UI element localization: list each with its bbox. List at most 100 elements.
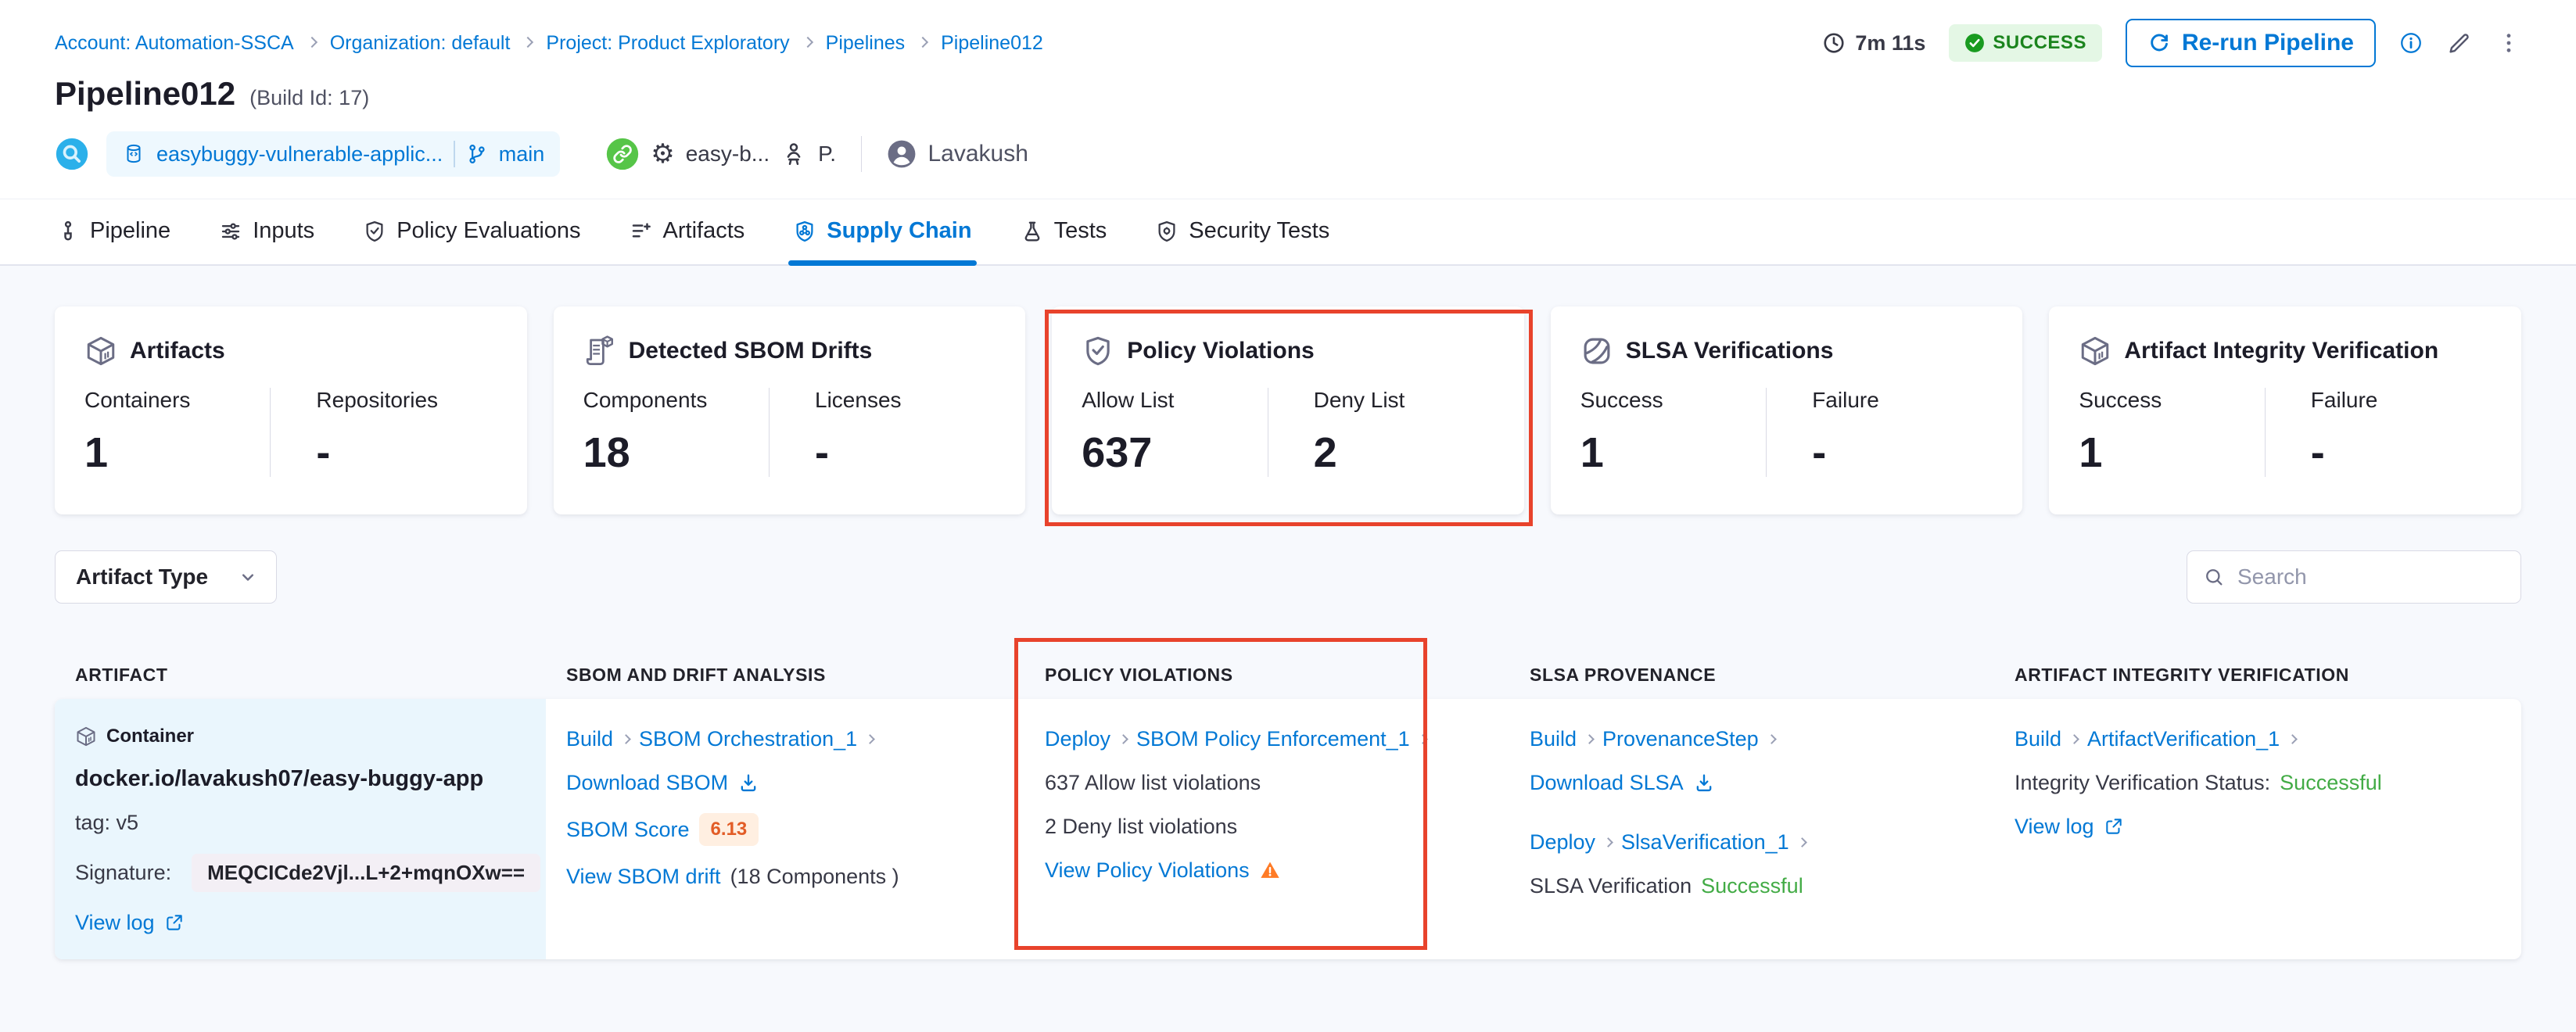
globe-icon bbox=[55, 137, 89, 171]
chevron-right-icon bbox=[1118, 733, 1128, 744]
stat-value: 1 bbox=[2079, 429, 2103, 476]
signature-value[interactable]: MEQCICde2Vjl...L+2+mqnOXw== bbox=[192, 854, 541, 892]
stage-link-build[interactable]: Build bbox=[1530, 726, 1577, 751]
view-policy-violations-link[interactable]: View Policy Violations bbox=[1045, 858, 1250, 882]
view-log-link[interactable]: View log bbox=[2015, 814, 2094, 838]
kebab-menu-icon bbox=[2496, 30, 2521, 56]
cube-icon bbox=[2079, 335, 2111, 367]
tab-tests[interactable]: Tests bbox=[1019, 199, 1109, 264]
tab-security-tests[interactable]: Security Tests bbox=[1153, 199, 1331, 264]
shield-gear-icon bbox=[1155, 220, 1179, 243]
slsa-icon bbox=[1580, 335, 1613, 367]
artifact-image-name: docker.io/lavakush07/easy-buggy-app bbox=[75, 766, 484, 791]
download-slsa-link[interactable]: Download SLSA bbox=[1530, 770, 1684, 794]
slsa-provenance-cell: Build ProvenanceStep Download SLSA Deplo… bbox=[1509, 699, 1994, 959]
breadcrumb-item-pipeline012[interactable]: Pipeline012 bbox=[941, 31, 1043, 54]
card-artifact-integrity: Artifact Integrity Verification Success … bbox=[2049, 306, 2521, 514]
stat-value: 1 bbox=[1580, 429, 1604, 476]
step-link-sbom-orchestration[interactable]: SBOM Orchestration_1 bbox=[639, 726, 858, 751]
table-row: Container docker.io/lavakush07/easy-bugg… bbox=[55, 699, 2521, 959]
refresh-icon bbox=[2147, 31, 2171, 55]
info-button[interactable] bbox=[2399, 31, 2423, 55]
sliders-icon bbox=[219, 220, 242, 243]
tab-inputs[interactable]: Inputs bbox=[217, 199, 316, 264]
repo-name[interactable]: easybuggy-vulnerable-applic... bbox=[156, 142, 443, 166]
stat-label: Deny List bbox=[1313, 388, 1405, 412]
breadcrumb-item-project[interactable]: Project: Product Exploratory bbox=[546, 31, 790, 54]
step-link-artifact-verification[interactable]: ArtifactVerification_1 bbox=[2087, 726, 2280, 751]
stage-link-deploy[interactable]: Deploy bbox=[1530, 830, 1596, 854]
repo-pill[interactable]: easybuggy-vulnerable-applic... main bbox=[106, 131, 561, 177]
breadcrumb-item-account[interactable]: Account: Automation-SSCA bbox=[55, 31, 294, 54]
signature-label: Signature: bbox=[75, 861, 172, 884]
artifact-cell: Container docker.io/lavakush07/easy-bugg… bbox=[55, 699, 546, 959]
stat-label: Repositories bbox=[316, 388, 439, 412]
card-title: Detected SBOM Drifts bbox=[628, 338, 873, 364]
summary-cards-row: Artifacts Containers 1 Repositories - De… bbox=[55, 306, 2521, 514]
stat-label: Licenses bbox=[815, 388, 902, 412]
view-log-link[interactable]: View log bbox=[75, 910, 155, 934]
breadcrumb-item-pipelines[interactable]: Pipelines bbox=[825, 31, 906, 54]
chevron-down-icon bbox=[237, 566, 259, 588]
chevron-right-icon bbox=[1603, 837, 1613, 847]
sbom-drift-icon bbox=[583, 335, 616, 367]
supply-chain-icon bbox=[793, 220, 816, 243]
run-duration: 7m 11s bbox=[1822, 31, 1925, 56]
execution-tabs: Pipeline Inputs Policy Evaluations Artif… bbox=[0, 199, 2576, 266]
breadcrumb-separator-icon bbox=[522, 36, 534, 48]
table-header: ARTIFACT SBOM AND DRIFT ANALYSIS POLICY … bbox=[55, 652, 2521, 697]
search-icon bbox=[2203, 566, 2225, 588]
filter-row: Artifact Type bbox=[55, 550, 2521, 604]
stage-link-build[interactable]: Build bbox=[2015, 726, 2062, 751]
artifact-type-dropdown[interactable]: Artifact Type bbox=[55, 550, 277, 604]
step-link-sbom-policy-enforcement[interactable]: SBOM Policy Enforcement_1 bbox=[1136, 726, 1410, 751]
stat-value: 2 bbox=[1313, 429, 1337, 476]
chevron-right-icon bbox=[2287, 733, 2298, 744]
chevron-right-icon bbox=[1584, 733, 1595, 744]
column-header-artifact: ARTIFACT bbox=[75, 664, 168, 685]
step-link-provenance-step[interactable]: ProvenanceStep bbox=[1602, 726, 1759, 751]
tab-artifacts[interactable]: Artifacts bbox=[628, 199, 747, 264]
status-badge: SUCCESS bbox=[1949, 24, 2102, 62]
stat-label: Components bbox=[583, 388, 708, 412]
repo-icon bbox=[122, 142, 145, 166]
view-sbom-drift-link[interactable]: View SBOM drift bbox=[566, 864, 721, 888]
column-header-integrity: ARTIFACT INTEGRITY VERIFICATION bbox=[2015, 664, 2349, 685]
tab-pipeline[interactable]: Pipeline bbox=[55, 199, 172, 264]
artifact-integrity-cell: Build ArtifactVerification_1 Integrity V… bbox=[1994, 699, 2521, 959]
sbom-score-link[interactable]: SBOM Score bbox=[566, 817, 690, 841]
card-title: Policy Violations bbox=[1127, 338, 1315, 364]
column-header-slsa: SLSA PROVENANCE bbox=[1530, 664, 1717, 685]
stat-label: Containers bbox=[84, 388, 191, 412]
stat-value: - bbox=[1812, 429, 1827, 476]
step-link-slsa-verification[interactable]: SlsaVerification_1 bbox=[1621, 830, 1789, 854]
column-header-sbom: SBOM AND DRIFT ANALYSIS bbox=[566, 664, 826, 685]
tab-policy-evaluations[interactable]: Policy Evaluations bbox=[361, 199, 582, 264]
breadcrumb-separator-icon bbox=[802, 36, 813, 48]
rerun-pipeline-button[interactable]: Re-run Pipeline bbox=[2125, 19, 2376, 67]
list-plus-icon bbox=[630, 220, 653, 243]
branch-name[interactable]: main bbox=[498, 142, 545, 166]
user-avatar-icon bbox=[887, 139, 917, 169]
stage-link-deploy[interactable]: Deploy bbox=[1045, 726, 1111, 751]
card-policy-violations: Policy Violations Allow List 637 Deny Li… bbox=[1052, 306, 1524, 514]
stage-link-build[interactable]: Build bbox=[566, 726, 614, 751]
stat-value: - bbox=[2310, 429, 2325, 476]
stat-value: - bbox=[815, 429, 829, 476]
download-sbom-link[interactable]: Download SBOM bbox=[566, 770, 729, 794]
stat-label: Failure bbox=[1812, 388, 1879, 412]
stage-icon bbox=[780, 141, 807, 167]
edit-icon bbox=[2446, 30, 2473, 56]
download-icon bbox=[737, 772, 759, 794]
search-box[interactable] bbox=[2187, 550, 2521, 604]
breadcrumb-item-org[interactable]: Organization: default bbox=[329, 31, 511, 54]
tab-supply-chain[interactable]: Supply Chain bbox=[788, 199, 977, 266]
stat-label: Success bbox=[1580, 388, 1663, 412]
shield-check-icon bbox=[1082, 335, 1114, 367]
more-options-button[interactable] bbox=[2496, 30, 2521, 56]
clock-icon bbox=[1822, 31, 1846, 55]
search-input[interactable] bbox=[2237, 564, 2520, 589]
slsa-verification-status: Successful bbox=[1701, 873, 1803, 898]
edit-pipeline-button[interactable] bbox=[2446, 30, 2473, 56]
top-bar: Account: Automation-SSCA Organization: d… bbox=[0, 0, 2576, 199]
